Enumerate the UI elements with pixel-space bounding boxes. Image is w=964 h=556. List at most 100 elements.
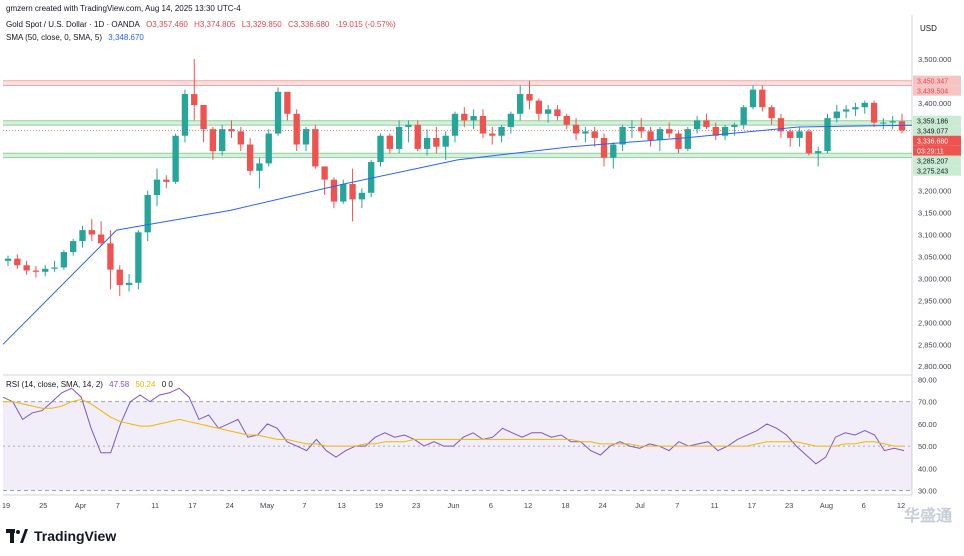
candle-body bbox=[395, 126, 403, 149]
candle-body bbox=[889, 121, 896, 123]
candle-body bbox=[768, 107, 775, 119]
candle-body bbox=[600, 137, 608, 158]
candle-body bbox=[544, 109, 552, 114]
candle-body bbox=[274, 91, 282, 134]
time-tick-label: 12 bbox=[524, 501, 532, 510]
candle-body bbox=[470, 115, 477, 121]
rsi-ma-line bbox=[3, 398, 904, 447]
candle-body bbox=[23, 265, 30, 271]
candle-body bbox=[51, 267, 58, 269]
time-tick-label: 25 bbox=[39, 501, 47, 510]
candle-body bbox=[777, 118, 785, 132]
candle-body bbox=[219, 129, 226, 152]
sma-legend[interactable]: SMA (50, close, 0, SMA, 5) 3,348.670 bbox=[6, 33, 148, 42]
time-tick-label: 6 bbox=[489, 501, 493, 510]
price-label-bg bbox=[913, 85, 961, 96]
time-tick-label: May bbox=[260, 501, 274, 510]
time-tick-label: Jun bbox=[447, 501, 459, 510]
candle-body bbox=[433, 137, 440, 147]
price-tick-label: 3,050.000 bbox=[918, 252, 951, 261]
candle-body bbox=[815, 151, 822, 154]
candle-body bbox=[796, 131, 803, 138]
price-label-bg bbox=[913, 145, 961, 156]
time-tick-label: 18 bbox=[561, 501, 569, 510]
price-tick-label: 3,200.000 bbox=[918, 187, 951, 196]
candle-body bbox=[368, 162, 375, 193]
candle-body bbox=[181, 94, 189, 136]
candle-body bbox=[312, 129, 319, 167]
price-label-bg bbox=[913, 165, 961, 176]
candle-body bbox=[377, 135, 384, 163]
candle-body bbox=[386, 135, 393, 149]
candle-body bbox=[358, 192, 366, 200]
candle-body bbox=[97, 234, 105, 244]
watermark: 华盛通 bbox=[903, 508, 952, 525]
candle-body bbox=[321, 166, 328, 180]
price-tick-label: 3,400.000 bbox=[918, 99, 951, 108]
price-label: 3,349.077 bbox=[917, 129, 948, 136]
candle-body bbox=[265, 133, 272, 164]
candle-body bbox=[498, 126, 505, 136]
price-tick-label: 2,900.000 bbox=[918, 318, 951, 327]
candle-body bbox=[693, 120, 701, 130]
time-tick-label: 24 bbox=[226, 501, 234, 510]
currency-label: USD bbox=[920, 24, 937, 33]
rsi-line bbox=[2, 387, 905, 465]
candle-body bbox=[284, 91, 291, 114]
candle-body bbox=[759, 89, 766, 108]
price-tick-label: 3,150.000 bbox=[918, 209, 951, 218]
price-label-bg bbox=[913, 115, 961, 126]
sma-value: 3,348.670 bbox=[108, 33, 144, 42]
tradingview-brand[interactable]: TradingView bbox=[6, 528, 116, 544]
candle-body bbox=[163, 179, 170, 182]
candle-body bbox=[414, 124, 421, 149]
candle-body bbox=[880, 122, 887, 124]
candle-body bbox=[451, 113, 459, 136]
price-label-bg bbox=[913, 75, 961, 86]
close-value: C3,336.680 bbox=[288, 20, 330, 29]
time-tick-label: 6 bbox=[862, 501, 866, 510]
candle-body bbox=[628, 126, 636, 128]
candle-body bbox=[749, 89, 757, 108]
time-tick-label: Apr bbox=[75, 501, 87, 510]
time-tick-label: 12 bbox=[897, 501, 905, 510]
price-label: 3,285.207 bbox=[917, 159, 948, 166]
time-tick-label: 23 bbox=[412, 501, 420, 510]
candle-body bbox=[4, 258, 12, 261]
time-tick-label: 17 bbox=[748, 501, 756, 510]
candle-body bbox=[144, 195, 151, 233]
symbol-title: Gold Spot / U.S. Dollar · 1D · OANDA bbox=[6, 20, 140, 29]
candle-body bbox=[824, 118, 831, 152]
candle-body bbox=[349, 184, 356, 200]
time-tick-label: 7 bbox=[302, 501, 306, 510]
brand-name: TradingView bbox=[34, 528, 117, 544]
candle-body bbox=[191, 94, 198, 105]
rsi-legend[interactable]: RSI (14, close, SMA, 14, 2) 47.58 50.24 … bbox=[6, 380, 177, 389]
candle-body bbox=[731, 124, 738, 127]
candle-body bbox=[246, 144, 254, 171]
candle-body bbox=[563, 115, 570, 125]
rsi-tick-label: 70.00 bbox=[918, 398, 937, 407]
candle-body bbox=[209, 129, 217, 152]
candle-body bbox=[517, 94, 524, 114]
candle-body bbox=[125, 282, 133, 285]
candle-body bbox=[675, 133, 682, 149]
rsi-extra: 0 0 bbox=[161, 380, 173, 389]
candle-body bbox=[638, 126, 645, 132]
price-tick-label: 3,500.000 bbox=[918, 55, 951, 64]
candle-body bbox=[582, 131, 589, 134]
low-value: L3,329.850 bbox=[241, 20, 282, 29]
price-label-bg bbox=[913, 135, 961, 146]
tradingview-logo-icon bbox=[6, 529, 28, 543]
candle-body bbox=[42, 268, 49, 272]
candle-body bbox=[172, 135, 179, 182]
change-value: -19.015 (-0.57%) bbox=[335, 20, 396, 29]
high-value: H3,374.805 bbox=[194, 20, 236, 29]
candle-body bbox=[302, 129, 310, 145]
candle-body bbox=[842, 109, 850, 112]
time-tick-label: 13 bbox=[337, 501, 345, 510]
price-label: 3,336.680 bbox=[917, 139, 948, 146]
rsi-tick-label: 40.00 bbox=[918, 464, 937, 473]
candle-body bbox=[507, 113, 515, 127]
